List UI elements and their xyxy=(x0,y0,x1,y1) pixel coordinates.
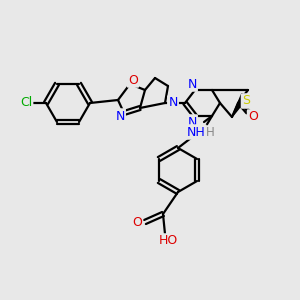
Text: O: O xyxy=(248,110,258,124)
Text: O: O xyxy=(128,74,138,86)
Text: O: O xyxy=(132,215,142,229)
Text: HO: HO xyxy=(158,235,178,248)
Text: N: N xyxy=(187,77,197,91)
Text: Cl: Cl xyxy=(20,97,32,110)
Polygon shape xyxy=(232,94,248,117)
Text: H: H xyxy=(206,127,214,140)
Text: N: N xyxy=(168,97,178,110)
Text: N: N xyxy=(115,110,125,122)
Text: S: S xyxy=(242,94,250,107)
Text: N: N xyxy=(187,116,197,128)
Text: NH: NH xyxy=(187,125,206,139)
